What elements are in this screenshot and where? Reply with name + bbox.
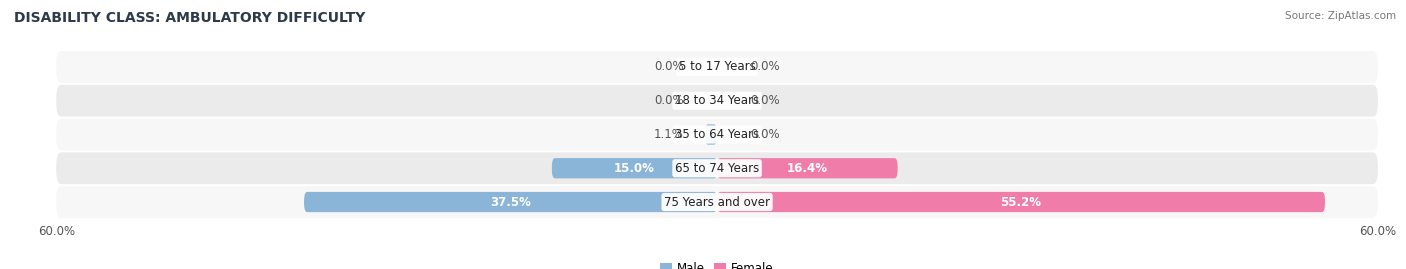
FancyBboxPatch shape [56, 119, 1378, 150]
Text: 0.0%: 0.0% [751, 128, 780, 141]
Text: 55.2%: 55.2% [1001, 196, 1042, 208]
Text: 5 to 17 Years: 5 to 17 Years [679, 61, 755, 73]
FancyBboxPatch shape [56, 85, 1378, 116]
Text: 0.0%: 0.0% [654, 94, 685, 107]
Text: 75 Years and over: 75 Years and over [664, 196, 770, 208]
FancyBboxPatch shape [304, 192, 717, 212]
Text: 0.0%: 0.0% [751, 61, 780, 73]
Text: 0.0%: 0.0% [751, 94, 780, 107]
FancyBboxPatch shape [704, 124, 717, 145]
Text: Source: ZipAtlas.com: Source: ZipAtlas.com [1285, 11, 1396, 21]
FancyBboxPatch shape [717, 158, 897, 178]
Text: 1.1%: 1.1% [654, 128, 685, 141]
FancyBboxPatch shape [56, 186, 1378, 218]
FancyBboxPatch shape [717, 192, 1324, 212]
Text: 65 to 74 Years: 65 to 74 Years [675, 162, 759, 175]
FancyBboxPatch shape [56, 153, 1378, 184]
FancyBboxPatch shape [56, 51, 1378, 83]
Text: 15.0%: 15.0% [614, 162, 655, 175]
Text: DISABILITY CLASS: AMBULATORY DIFFICULTY: DISABILITY CLASS: AMBULATORY DIFFICULTY [14, 11, 366, 25]
FancyBboxPatch shape [551, 158, 717, 178]
Text: 16.4%: 16.4% [787, 162, 828, 175]
Text: 18 to 34 Years: 18 to 34 Years [675, 94, 759, 107]
Legend: Male, Female: Male, Female [655, 258, 779, 269]
Text: 37.5%: 37.5% [491, 196, 531, 208]
Text: 35 to 64 Years: 35 to 64 Years [675, 128, 759, 141]
Text: 0.0%: 0.0% [654, 61, 685, 73]
